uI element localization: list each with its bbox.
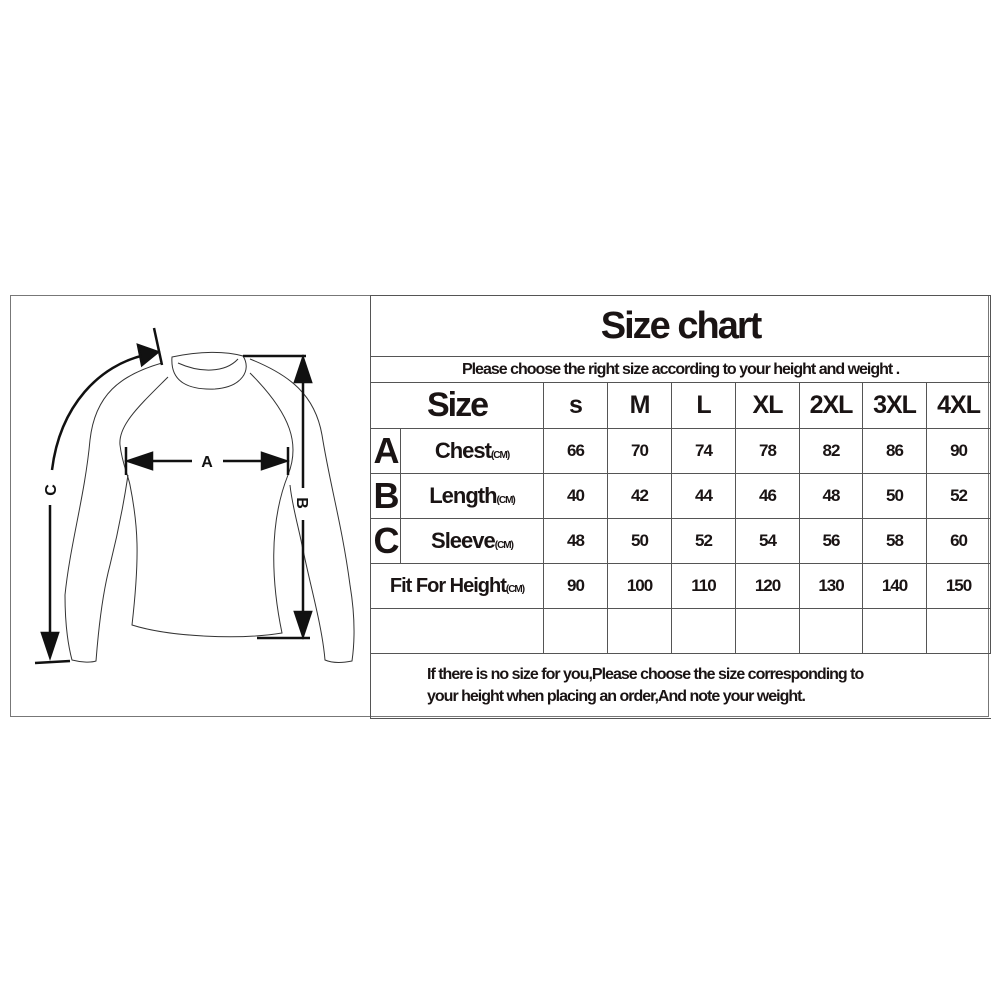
size-col: s bbox=[543, 382, 608, 429]
cell: 58 bbox=[862, 518, 927, 564]
cell: 120 bbox=[735, 563, 800, 609]
row-label: Fit For Height(CM) bbox=[370, 563, 544, 609]
c-top-tick bbox=[152, 327, 164, 366]
c-arc bbox=[50, 353, 146, 471]
label-a: A bbox=[201, 454, 213, 471]
cell: 140 bbox=[862, 563, 927, 609]
row-letter: C bbox=[370, 518, 401, 564]
a-arrowhead-right bbox=[260, 451, 290, 471]
shirt-neck-inner bbox=[177, 358, 239, 371]
cell: 44 bbox=[671, 473, 736, 519]
cell: 56 bbox=[799, 518, 863, 564]
chart-title: Size chart bbox=[369, 295, 992, 357]
cell: 48 bbox=[543, 518, 608, 564]
cell: 82 bbox=[799, 428, 863, 474]
c-bottom-tick bbox=[34, 659, 71, 665]
cell: 46 bbox=[735, 473, 800, 519]
cell: 50 bbox=[862, 473, 927, 519]
right-sleeve bbox=[249, 358, 355, 663]
size-col: XL bbox=[735, 382, 800, 429]
table-row-chest: A Chest(CM) 66 70 74 78 82 86 90 bbox=[370, 428, 992, 474]
table-row-sleeve: C Sleeve(CM) 48 50 52 54 56 58 60 bbox=[370, 518, 992, 564]
b-arrowhead-top bbox=[293, 354, 313, 384]
a-arrowhead-left bbox=[124, 451, 154, 471]
cell: 86 bbox=[862, 428, 927, 474]
cell: 90 bbox=[543, 563, 608, 609]
shirt-measurement-diagram: A B C bbox=[34, 327, 355, 665]
left-sleeve bbox=[64, 362, 163, 663]
row-letter: A bbox=[370, 428, 401, 474]
b-arrowhead-bottom bbox=[293, 610, 313, 640]
shirt-body bbox=[119, 372, 294, 638]
row-label: Chest(CM) bbox=[400, 428, 544, 474]
row-label: Sleeve(CM) bbox=[400, 518, 544, 564]
cell: 78 bbox=[735, 428, 800, 474]
size-col: M bbox=[607, 382, 672, 429]
cell: 100 bbox=[607, 563, 672, 609]
cell: 52 bbox=[925, 473, 992, 519]
table-row-empty bbox=[370, 608, 992, 654]
size-col: 3XL bbox=[862, 382, 927, 429]
header-row: Size s M L XL 2XL 3XL 4XL bbox=[370, 382, 992, 429]
size-col: L bbox=[671, 382, 736, 429]
table-row-height: Fit For Height(CM) 90 100 110 120 130 140 150 bbox=[370, 563, 992, 609]
cell: 60 bbox=[925, 518, 992, 564]
c-arrowhead-bottom bbox=[40, 631, 60, 661]
size-col: 4XL bbox=[925, 382, 992, 429]
table-row-length: B Length(CM) 40 42 44 46 48 50 52 bbox=[370, 473, 992, 519]
size-header: Size bbox=[370, 382, 544, 429]
cell: 74 bbox=[671, 428, 736, 474]
row-label: Length(CM) bbox=[400, 473, 544, 519]
cell: 40 bbox=[543, 473, 608, 519]
cell: 48 bbox=[799, 473, 863, 519]
shirt-neck bbox=[171, 351, 247, 390]
cell: 52 bbox=[671, 518, 736, 564]
label-c: C bbox=[43, 484, 60, 496]
cell: 90 bbox=[925, 428, 992, 474]
cell: 130 bbox=[799, 563, 863, 609]
cell: 42 bbox=[607, 473, 672, 519]
c-arrowhead-top bbox=[136, 343, 161, 368]
cell: 110 bbox=[671, 563, 736, 609]
footer-note: If there is no size for you,Please choos… bbox=[369, 653, 991, 719]
chart-subtitle: Please choose the right size according t… bbox=[369, 356, 992, 383]
cell: 150 bbox=[925, 563, 992, 609]
cell: 54 bbox=[735, 518, 800, 564]
label-b: B bbox=[293, 497, 310, 509]
cell: 50 bbox=[607, 518, 672, 564]
cell: 66 bbox=[543, 428, 608, 474]
size-table: Size chart Please choose the right size … bbox=[369, 295, 992, 719]
row-letter: B bbox=[370, 473, 401, 519]
cell: 70 bbox=[607, 428, 672, 474]
size-col: 2XL bbox=[799, 382, 863, 429]
